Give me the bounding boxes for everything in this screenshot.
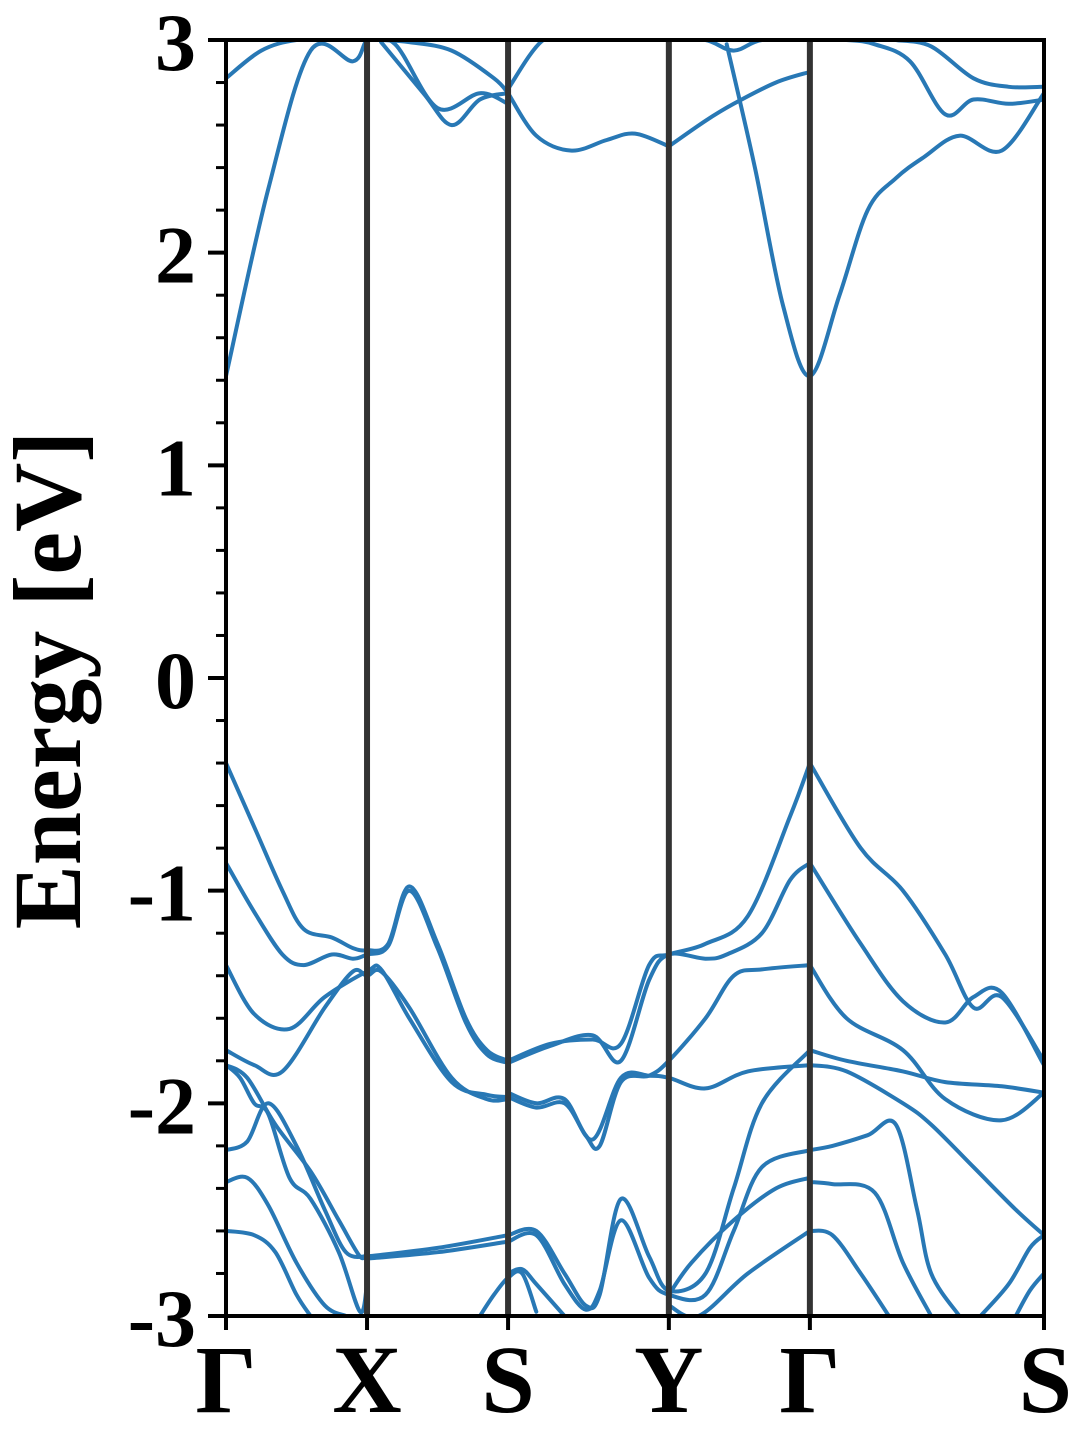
band-line-33 bbox=[807, 861, 1044, 1068]
high-symmetry-lines bbox=[364, 40, 813, 1316]
band-line-20 bbox=[365, 1233, 511, 1259]
y-tick-label: -2 bbox=[128, 1060, 196, 1151]
band-line-5 bbox=[506, 91, 671, 153]
x-tick-label-5: Γ bbox=[779, 1326, 840, 1433]
band-line-16 bbox=[226, 1101, 369, 1259]
y-axis-label: Energy [eV] bbox=[0, 431, 101, 930]
band-line-21 bbox=[365, 1239, 511, 1261]
band-line-22 bbox=[506, 761, 812, 1063]
band-line-23 bbox=[506, 861, 812, 1065]
x-tick-label-3: S bbox=[481, 1326, 534, 1433]
band-line-19 bbox=[226, 1228, 313, 1316]
band-line-7 bbox=[506, 40, 812, 91]
band-line-30 bbox=[666, 1175, 812, 1297]
band-line-36 bbox=[807, 1063, 1044, 1238]
band-line-32 bbox=[807, 761, 1044, 1063]
x-tick-label-4: Y bbox=[634, 1326, 703, 1433]
band-line-39 bbox=[807, 1228, 891, 1316]
band-line-10 bbox=[893, 40, 1044, 90]
band-line-27 bbox=[506, 1148, 812, 1312]
band-line-26 bbox=[506, 1048, 812, 1311]
band-line-17 bbox=[226, 1063, 369, 1315]
x-tick-label-1: Γ bbox=[195, 1326, 256, 1433]
x-tick-label-6: S bbox=[1019, 1326, 1072, 1433]
band-line-41 bbox=[1013, 1271, 1044, 1316]
band-line-31 bbox=[666, 1228, 812, 1316]
band-line-8 bbox=[724, 42, 1044, 378]
y-tick-label: -3 bbox=[128, 1273, 196, 1364]
band-line-40 bbox=[978, 1233, 1044, 1316]
band-line-18 bbox=[226, 1174, 348, 1316]
band-line-35 bbox=[807, 1048, 1044, 1095]
band-lines bbox=[226, 40, 1044, 1316]
band-line-6 bbox=[666, 69, 812, 149]
band-line-37 bbox=[807, 1118, 962, 1316]
y-tick-label: 2 bbox=[155, 210, 196, 301]
band-line-9 bbox=[807, 40, 1044, 118]
band-line-24 bbox=[506, 1063, 812, 1142]
band-line-4 bbox=[379, 40, 511, 128]
y-tick-label: -1 bbox=[128, 848, 196, 939]
x-tick-label-2: X bbox=[332, 1326, 401, 1433]
y-axis-ticks: 3 2 1 0 -1 -2 -3 bbox=[128, 0, 226, 1364]
band-line-25 bbox=[506, 963, 812, 1151]
y-tick-label: 0 bbox=[155, 635, 196, 726]
y-tick-label: 3 bbox=[155, 0, 196, 88]
band-line-38 bbox=[807, 1180, 934, 1316]
band-line-34 bbox=[807, 963, 1044, 1123]
y-tick-label: 1 bbox=[155, 422, 196, 513]
plot-frame bbox=[224, 38, 1046, 1318]
band-line-1 bbox=[226, 40, 369, 81]
